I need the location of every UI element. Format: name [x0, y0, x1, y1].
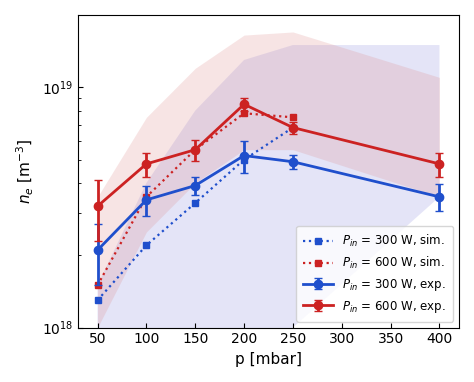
$P_{in}$ = 600 W, sim. [192, 147, 198, 152]
$P_{in}$ = 300 W, sim. [192, 201, 198, 205]
Y-axis label: $n_e$ [m$^{-3}$]: $n_e$ [m$^{-3}$] [15, 139, 36, 204]
$P_{in}$ = 600 W, sim. [290, 115, 296, 120]
$P_{in}$ = 600 W, sim. [241, 111, 247, 115]
Line: $P_{in}$ = 300 W, sim.: $P_{in}$ = 300 W, sim. [94, 124, 296, 304]
Legend: $P_{in}$ = 300 W, sim., $P_{in}$ = 600 W, sim., $P_{in}$ = 300 W, exp., $P_{in}$: $P_{in}$ = 300 W, sim., $P_{in}$ = 600 W… [296, 226, 453, 322]
$P_{in}$ = 600 W, sim. [144, 194, 149, 199]
$P_{in}$ = 300 W, sim. [95, 298, 100, 303]
$P_{in}$ = 300 W, sim. [290, 125, 296, 130]
$P_{in}$ = 300 W, sim. [241, 157, 247, 162]
X-axis label: p [mbar]: p [mbar] [235, 352, 302, 367]
$P_{in}$ = 300 W, sim. [144, 243, 149, 248]
Line: $P_{in}$ = 600 W, sim.: $P_{in}$ = 600 W, sim. [94, 110, 296, 289]
$P_{in}$ = 600 W, sim. [95, 283, 100, 288]
